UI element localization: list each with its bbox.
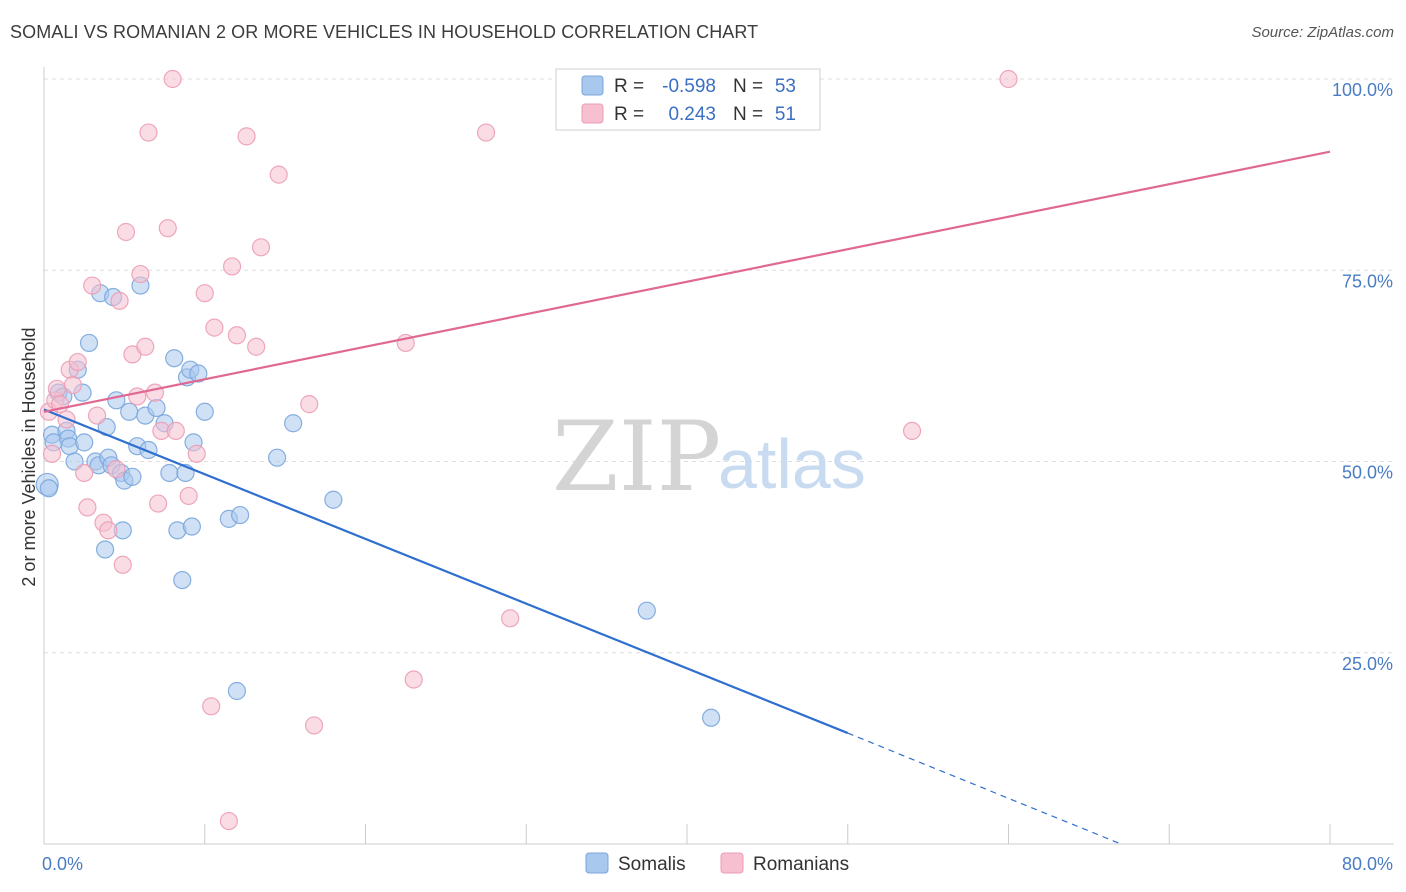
watermark-atlas-text: atlas [718, 425, 866, 503]
x-tick-label-max: 80.0% [1342, 854, 1393, 874]
romanian-point-22 [136, 337, 155, 356]
somali-point-46 [231, 505, 250, 525]
romanian-point-42 [300, 395, 319, 414]
romanian-point-28 [163, 69, 182, 89]
romanian-point-33 [202, 697, 221, 716]
legend-stats-somali-r-label: R = [614, 76, 644, 97]
romanian-point-30 [179, 486, 198, 506]
romanian-point-9 [75, 463, 94, 483]
legend-stats-somali-n-value: 53 [775, 76, 796, 97]
legend-series: Somalis Romanians [585, 852, 849, 875]
romanian-point-49 [902, 421, 922, 440]
romanian-point-47 [501, 609, 520, 628]
romanian-point-25 [149, 494, 168, 513]
romanian-point-36 [222, 257, 242, 276]
trend-lines [43, 150, 1331, 845]
romanian-point-41 [269, 165, 288, 184]
romanian-point-32 [195, 284, 214, 303]
y-axis-label: 2 or more Vehicles in Household [19, 327, 39, 586]
romanian-point-23 [139, 123, 158, 142]
legend-stats-romanian-n-label: N = [733, 104, 763, 125]
romanian-point-35 [219, 811, 238, 831]
romanian-point-46 [476, 123, 496, 142]
somali-point-43 [195, 402, 214, 421]
somali-point-45 [227, 681, 246, 701]
somali-point-48 [284, 414, 303, 433]
somali-point-31 [147, 398, 166, 418]
y-tick-label-25: 25.0% [1342, 654, 1393, 674]
legend-stats-romanian-r-label: R = [614, 104, 644, 125]
source-credit: Source: ZipAtlas.com [1251, 24, 1394, 41]
somali-point-26 [123, 467, 142, 486]
legend-stats-somali-n-label: N = [733, 76, 763, 97]
romanian-point-10 [78, 498, 97, 517]
somali-point-51 [702, 708, 721, 727]
romanian-point-39 [247, 337, 266, 356]
somali-point-16 [95, 540, 115, 559]
somali-point-52 [39, 479, 58, 498]
romanian-point-16 [110, 291, 129, 310]
watermark: ZIP atlas [552, 401, 866, 513]
romanian-point-7 [63, 375, 83, 395]
romanian-point-34 [205, 318, 224, 337]
chart-title: SOMALI VS ROMANIAN 2 OR MORE VEHICLES IN… [10, 22, 759, 42]
somali-point-42 [189, 364, 208, 383]
romanian-point-31 [187, 444, 206, 463]
romanian-point-24 [145, 383, 165, 402]
somali-point-47 [267, 448, 287, 467]
romanian-point-29 [166, 421, 185, 440]
somali-point-40 [182, 517, 201, 536]
legend-stats: R = -0.598 N = 53 R = 0.243 N = 51 [555, 68, 821, 131]
romanian-point-11 [83, 276, 102, 295]
legend-stats-romanian-n-value: 51 [775, 104, 796, 125]
romanian-point-38 [237, 127, 256, 146]
y-tick-label-75: 75.0% [1342, 271, 1393, 291]
somali-point-34 [165, 349, 184, 368]
romanian-point-14 [99, 521, 118, 540]
romanian-points [39, 69, 1018, 831]
x-tick-label-min: 0.0% [42, 854, 83, 874]
romanian-point-18 [116, 222, 136, 242]
romanian-point-3 [47, 379, 66, 398]
romanian-point-15 [107, 460, 126, 479]
romanian-point-50 [999, 69, 1018, 89]
somali-point-33 [160, 463, 179, 483]
romanian-trend-line [43, 150, 1331, 413]
y-tick-label-50: 50.0% [1342, 463, 1393, 483]
legend-somalis-label: Somalis [618, 854, 686, 875]
legend-romanians-label: Romanians [753, 854, 849, 875]
romanian-point-43 [304, 716, 324, 735]
legend-romanians-swatch [720, 852, 744, 874]
axes [43, 67, 1394, 845]
legend-stats-romanian-r-value: 0.243 [668, 104, 716, 125]
somali-point-11 [75, 433, 94, 452]
romanian-point-1 [42, 444, 62, 463]
romanian-point-8 [68, 352, 87, 372]
somali-point-50 [637, 601, 656, 620]
romanian-point-12 [87, 406, 107, 425]
legend-somalis-swatch [585, 852, 609, 874]
x-tick-labels: 0.0% 80.0% [42, 854, 1393, 874]
somali-point-12 [79, 333, 99, 353]
somali-point-36 [173, 570, 192, 590]
gridlines [44, 78, 1394, 654]
romanian-point-40 [251, 238, 271, 257]
romanian-point-21 [131, 264, 150, 284]
romanian-point-17 [113, 555, 132, 574]
somali-point-25 [120, 402, 139, 421]
romanian-point-45 [404, 670, 423, 689]
watermark-zip-text: ZIP [552, 401, 721, 513]
y-tick-label-100: 100.0% [1332, 80, 1393, 100]
romanian-point-20 [128, 387, 147, 406]
romanian-point-37 [227, 326, 246, 345]
romanian-point-27 [158, 219, 177, 238]
y-tick-labels: 25.0% 50.0% 75.0% 100.0% [1332, 80, 1393, 674]
somali-point-49 [324, 490, 343, 509]
somali-trend-extension [847, 732, 1122, 845]
legend-stats-romanian-swatch [581, 103, 604, 124]
legend-stats-somali-r-value: -0.598 [662, 76, 716, 97]
somali-trend-line [43, 408, 849, 735]
legend-stats-somali-swatch [581, 75, 604, 96]
